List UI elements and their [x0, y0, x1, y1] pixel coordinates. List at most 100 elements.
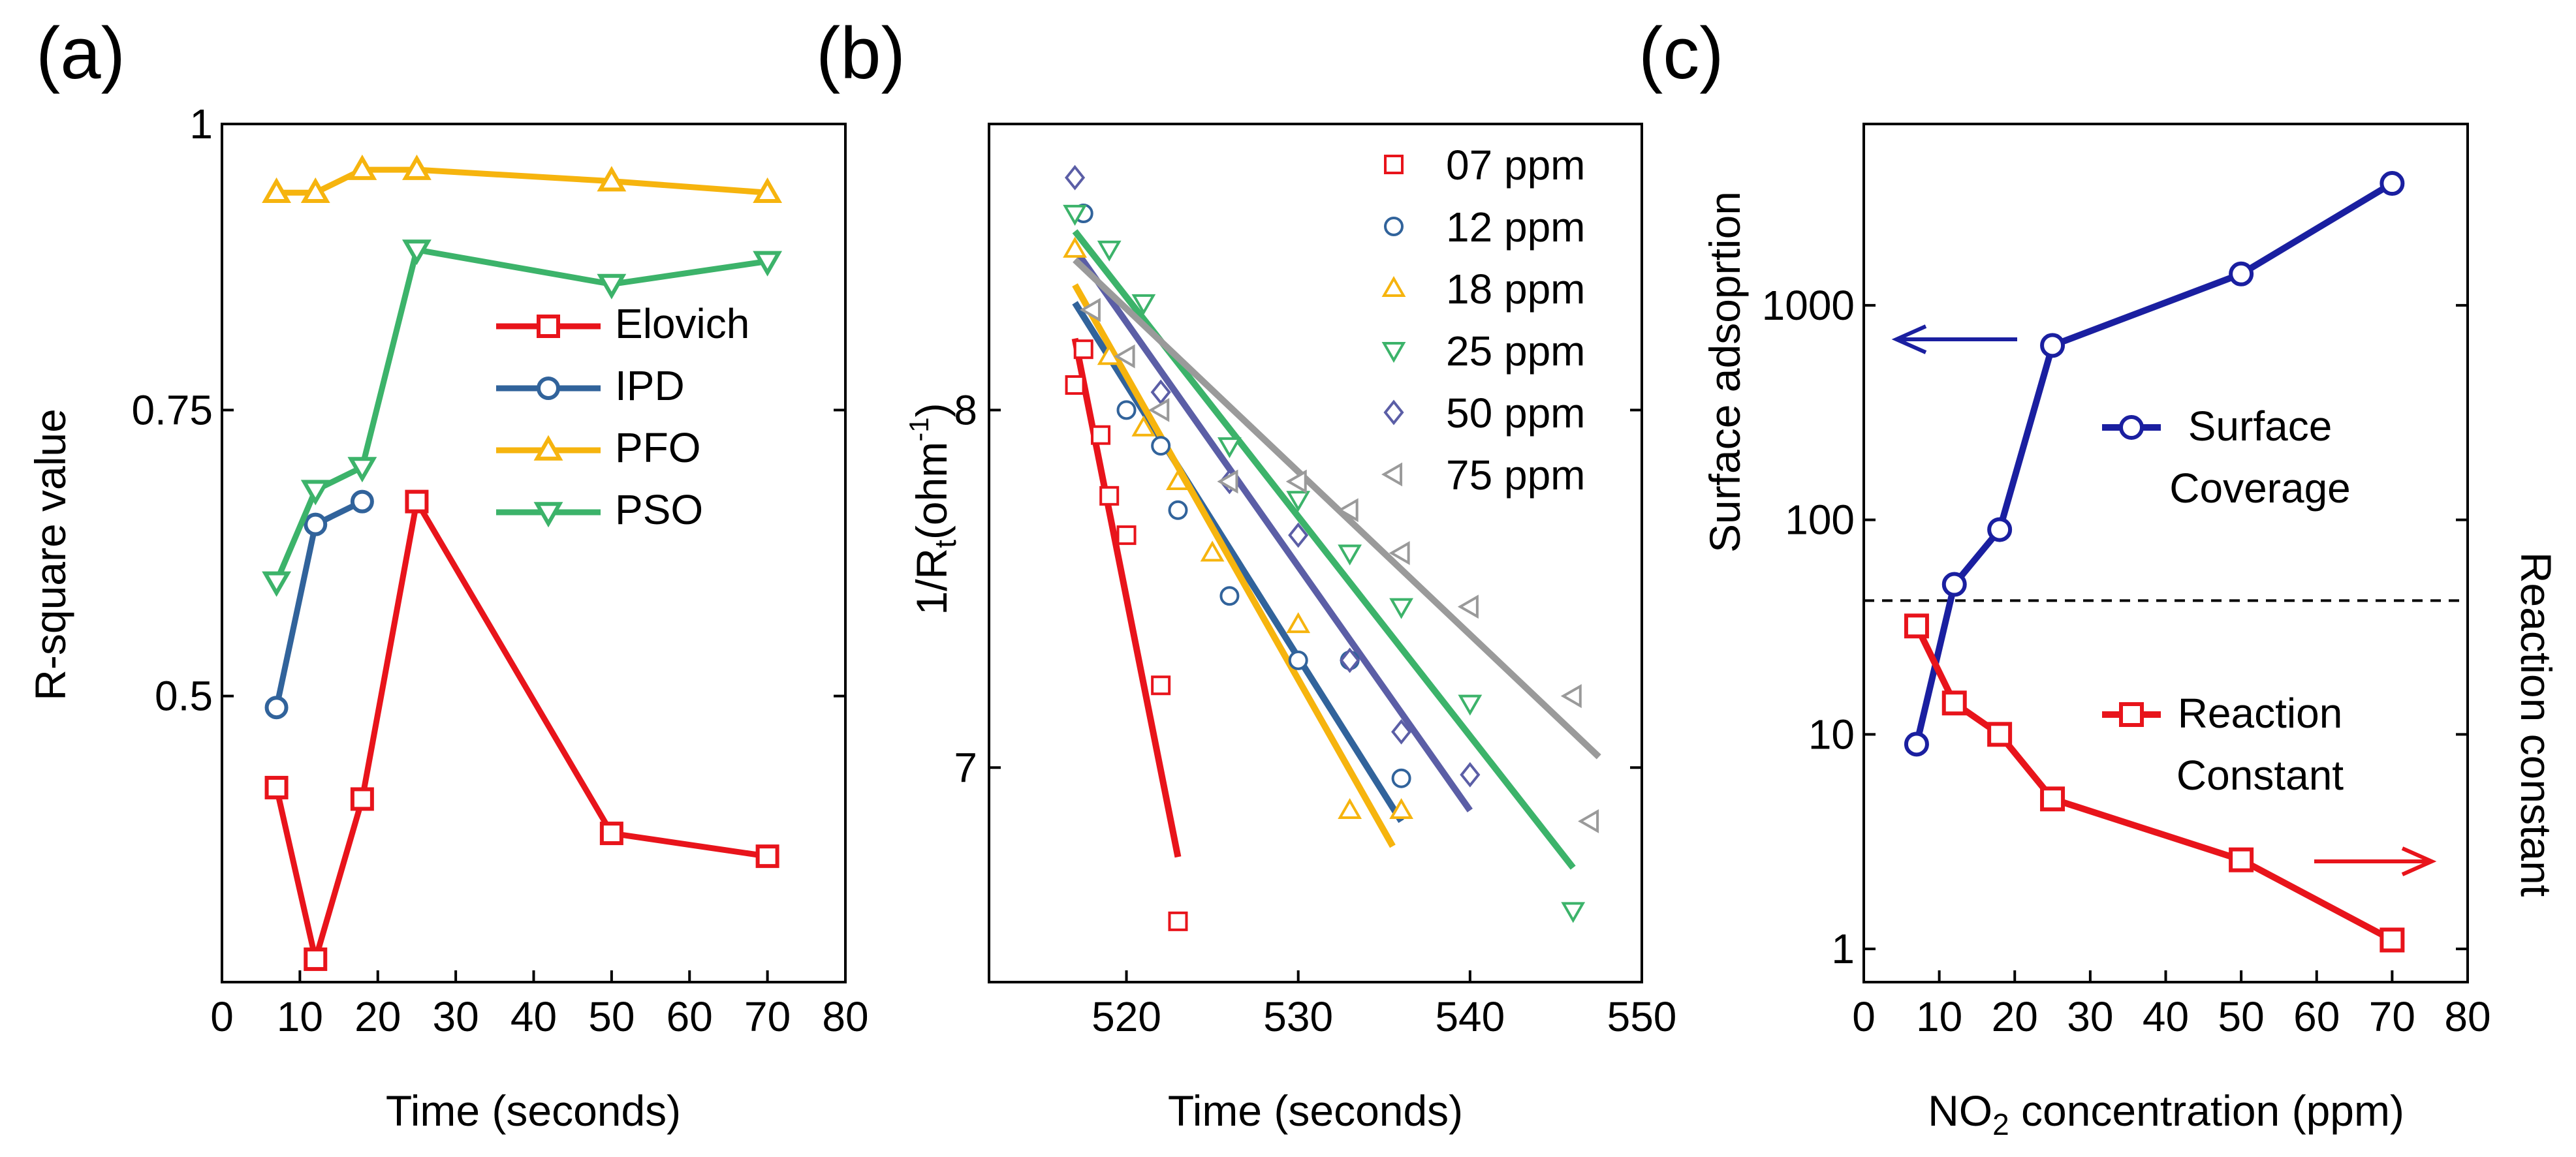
point-pfo [347, 154, 377, 180]
point-elovich [350, 787, 374, 811]
legend-marker-12-ppm [1384, 217, 1404, 236]
legend-marker-75-ppm [1381, 462, 1403, 487]
legend-label-25ppm: 25 ppm [1446, 328, 1585, 375]
point-25-ppm [1097, 240, 1122, 262]
panel-a-ytick-label: 1 [189, 100, 213, 147]
point-pfo [262, 177, 291, 203]
point-surface-coverage [1941, 572, 1967, 597]
series-pfo [262, 154, 783, 203]
point-50-ppm [1391, 719, 1412, 745]
point-50-ppm [1065, 164, 1086, 191]
point-elovich [599, 822, 623, 846]
panel-c-ytick-label: 1000 [1762, 282, 1855, 329]
panel-b-xtick-label: 540 [1435, 993, 1505, 1040]
series-surface-coverage [1904, 171, 2405, 757]
point-25-ppm [1131, 294, 1156, 315]
panel-a-xtick-label: 60 [667, 993, 713, 1040]
panel-c-ylabel-left: Surface adsoprtion [1701, 191, 1749, 553]
panel-c-xtick-label: 30 [2067, 993, 2113, 1040]
line-elovich [274, 499, 768, 963]
series-pso [262, 239, 783, 597]
point-12-ppm [1288, 650, 1308, 670]
point-ipd [304, 512, 328, 536]
series-ipd [264, 489, 374, 720]
legend-marker-surface-coverage [2119, 415, 2144, 440]
fit-line-18-ppm [1072, 283, 1396, 848]
point-75-ppm [1560, 684, 1582, 709]
point-12-ppm [1116, 400, 1137, 420]
legend-marker-elovich [537, 315, 560, 338]
point-07-ppm [1091, 425, 1111, 445]
point-pfo [402, 154, 432, 180]
legend-label-surface-coverage-line2: Coverage [2169, 465, 2351, 512]
point-18-ppm [1063, 236, 1087, 258]
legend-label-07ppm: 07 ppm [1446, 142, 1585, 189]
point-50-ppm [1460, 762, 1481, 788]
panel-b-xtick-label: 550 [1607, 993, 1677, 1040]
legend-marker-ipd [537, 377, 560, 400]
point-12-ppm [1168, 500, 1188, 520]
legend-label-reaction-constant-line1: Reaction [2178, 690, 2343, 737]
line-surface-coverage [1913, 180, 2394, 745]
panel-a-xtick-label: 20 [354, 993, 401, 1040]
panel-c-xtick-label: 80 [2444, 993, 2490, 1040]
panel-c-xlabel: NO2 concentration (ppm) [1928, 1087, 2404, 1141]
panel-c-xtick-label: 60 [2293, 993, 2340, 1040]
panel-c: (c) NO2 concentration (ppm) Surface adso… [1639, 12, 2560, 1141]
panel-c-ytick-label: 100 [1785, 497, 1855, 544]
panel-a-series [262, 154, 783, 971]
panel-a-xtick-label: 40 [510, 993, 557, 1040]
point-18-ppm [1286, 612, 1311, 634]
point-07-ppm [1073, 339, 1093, 360]
point-75-ppm [1578, 809, 1599, 833]
point-75-ppm [1457, 594, 1479, 619]
panel-a-ytick-label: 0.75 [131, 386, 213, 433]
panel-c-arrows [1891, 324, 2437, 876]
panel-a-xtick-label: 80 [822, 993, 868, 1040]
point-reaction-constant [2040, 786, 2066, 812]
point-75-ppm [1285, 469, 1307, 494]
point-07-ppm [1168, 911, 1188, 931]
point-12-ppm [1219, 586, 1240, 606]
point-18-ppm [1166, 469, 1190, 490]
point-75-ppm [1217, 469, 1238, 494]
point-ipd [350, 489, 374, 514]
series-50-ppm [1065, 164, 1481, 788]
panel-a: (a) Time (seconds) R-square value 0 10 20 3… [26, 12, 869, 1135]
panel-c-ytick-label: 1 [1831, 925, 1855, 972]
point-50-ppm [1340, 647, 1360, 673]
panel-b-ytick-label: 7 [954, 744, 977, 791]
point-75-ppm [1389, 541, 1410, 565]
point-reaction-constant [1904, 613, 1929, 639]
point-pso [753, 251, 783, 277]
point-18-ppm [1097, 344, 1122, 365]
line-pso [274, 247, 768, 583]
point-07-ppm [1065, 375, 1085, 395]
fit-line-12-ppm [1072, 301, 1404, 824]
panel-a-ylabel: R-square value [26, 409, 74, 701]
point-surface-coverage [1904, 732, 1929, 757]
panel-b-legend: 07 ppm 12 ppm 18 ppm 25 ppm 50 ppm 75 pp… [1381, 142, 1585, 499]
left-axis-arrow [1891, 324, 2017, 354]
panel-c-axis-ticks: 0 10 20 30 40 50 60 70 80 1 10 100 1000 [1762, 282, 2491, 1040]
panel-c-xtick-label: 40 [2143, 993, 2189, 1040]
line-reaction-constant [1913, 625, 2394, 943]
panel-a-letter: (a) [36, 12, 125, 94]
point-75-ppm [1114, 344, 1135, 369]
panel-b-ytick-label: 8 [954, 386, 977, 433]
legend-label-reaction-constant-line2: Constant [2176, 752, 2344, 799]
point-surface-coverage [1987, 517, 2013, 542]
point-reaction-constant [2380, 927, 2405, 953]
series-18-ppm [1063, 236, 1413, 820]
panel-b-frame [988, 123, 1643, 983]
panel-c-xtick-label: 0 [1852, 993, 1876, 1040]
point-reaction-constant [2229, 847, 2254, 872]
point-pso [300, 480, 330, 506]
legend-label-75ppm: 75 ppm [1446, 452, 1585, 499]
legend-label-ipd: IPD [615, 362, 685, 409]
panel-a-legend: Elovich IPD PFO PSO [496, 300, 749, 533]
point-25-ppm [1458, 694, 1483, 716]
legend-label-18ppm: 18 ppm [1446, 266, 1585, 313]
panel-b-xlabel: Time (seconds) [1168, 1087, 1463, 1135]
legend-label-surface-coverage-line1: Surface [2188, 403, 2333, 450]
